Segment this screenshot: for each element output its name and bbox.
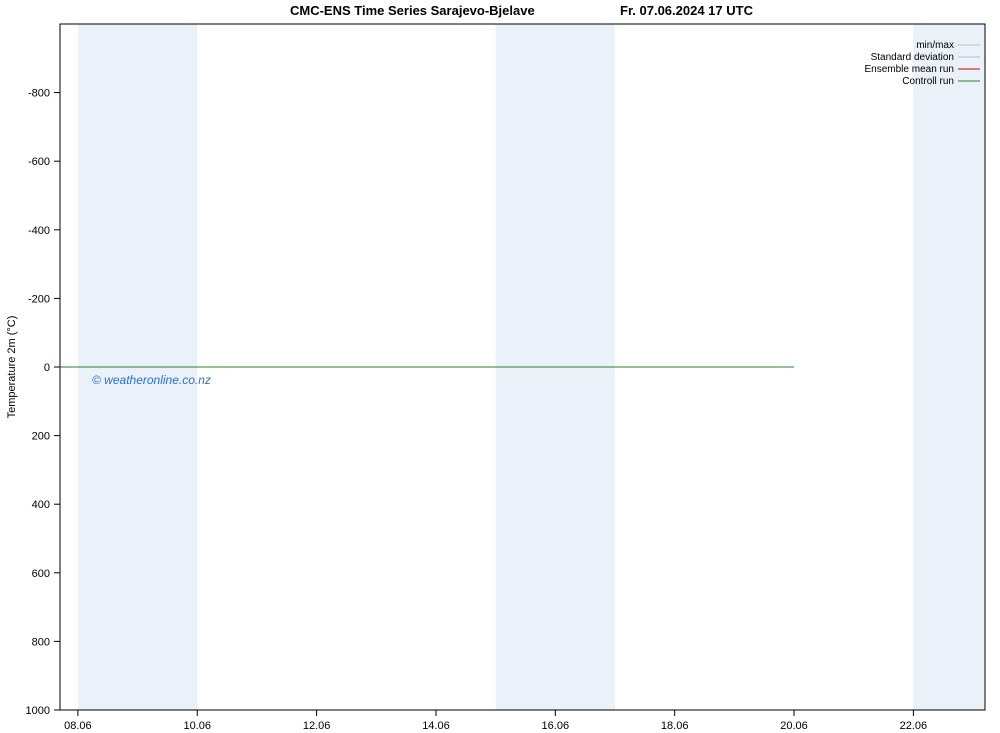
legend-label: Controll run xyxy=(902,76,954,87)
y-tick-label: 200 xyxy=(32,431,50,443)
x-axis: 08.06 10.06 12.06 14.06 16.06 18.06 20.06 22.06 xyxy=(64,710,927,732)
x-tick-label: 08.06 xyxy=(64,720,92,732)
legend-label: Ensemble mean run xyxy=(865,64,955,75)
legend-label: Standard deviation xyxy=(871,52,954,63)
y-tick-label: 0 xyxy=(44,362,50,374)
y-axis: -800 -600 -400 -200 0 200 400 600 800 1000 xyxy=(26,88,60,717)
y-tick-label: 1000 xyxy=(26,705,50,717)
time-series-chart: -800 -600 -400 -200 0 200 400 600 800 1000 Tempera… xyxy=(0,0,1000,733)
y-tick-label: 400 xyxy=(32,499,50,511)
y-tick-label: 800 xyxy=(32,636,50,648)
x-tick-label: 12.06 xyxy=(303,720,331,732)
y-tick-label: -200 xyxy=(28,293,50,305)
x-tick-label: 20.06 xyxy=(780,720,808,732)
watermark: © weatheronline.co.nz xyxy=(92,373,211,387)
y-tick-label: -600 xyxy=(28,156,50,168)
y-tick-label: -800 xyxy=(28,88,50,100)
x-tick-label: 16.06 xyxy=(542,720,570,732)
chart-title-left: CMC-ENS Time Series Sarajevo-Bjelave xyxy=(290,3,535,18)
x-tick-label: 18.06 xyxy=(661,720,689,732)
weekend-band xyxy=(913,24,985,710)
y-tick-label: 600 xyxy=(32,568,50,580)
chart-container: -800 -600 -400 -200 0 200 400 600 800 1000 Tempera… xyxy=(0,0,1000,733)
chart-title-right: Fr. 07.06.2024 17 UTC xyxy=(620,3,754,18)
y-tick-label: -400 xyxy=(28,225,50,237)
x-tick-label: 22.06 xyxy=(900,720,928,732)
y-axis-label: Temperature 2m (°C) xyxy=(6,316,18,419)
legend-label: min/max xyxy=(916,40,954,51)
x-tick-label: 14.06 xyxy=(422,720,450,732)
x-tick-label: 10.06 xyxy=(183,720,211,732)
